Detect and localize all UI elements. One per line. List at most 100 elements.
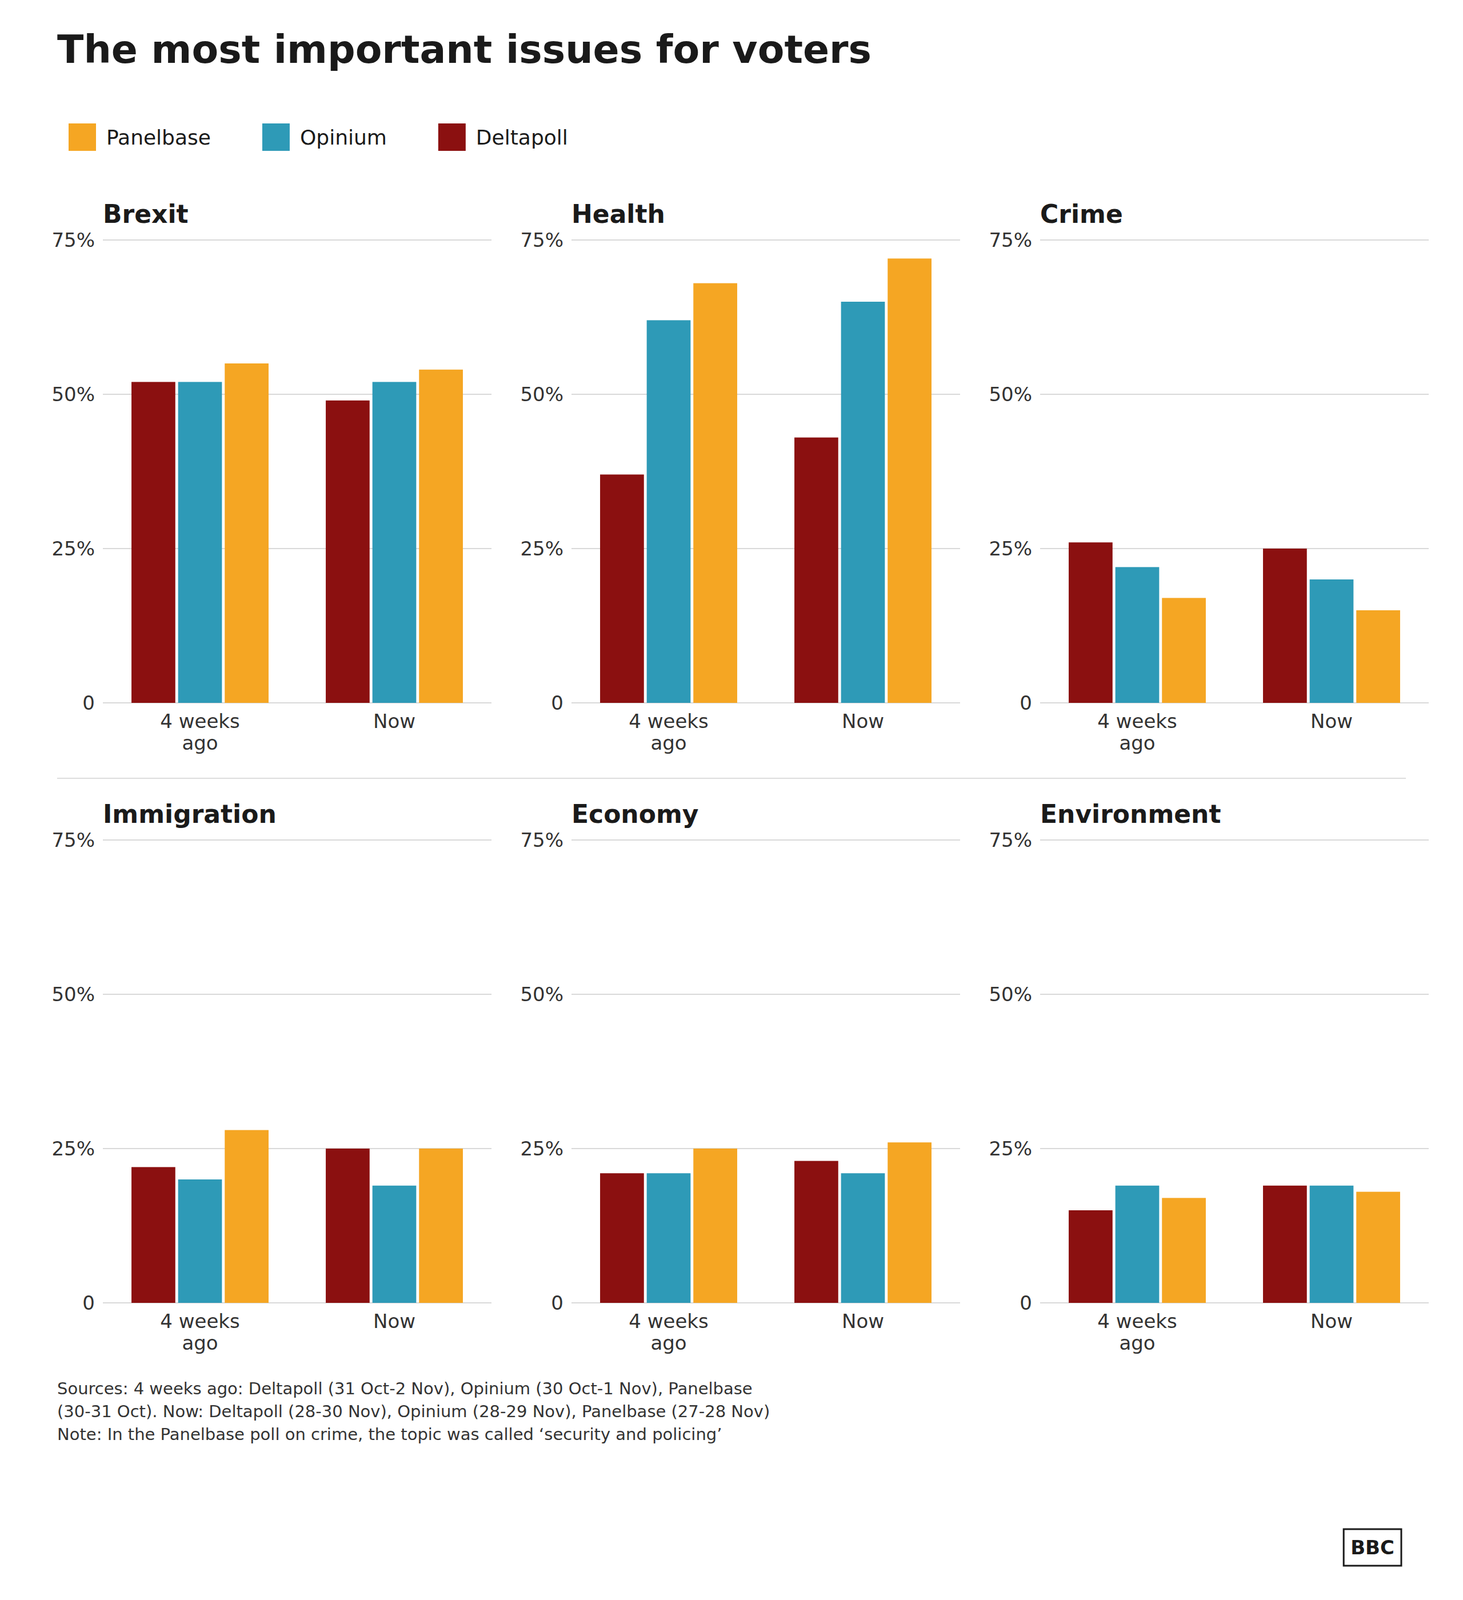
subplot: Crime025%50%75%4 weeksagoNow <box>988 199 1429 755</box>
x-tick-label-line: 4 weeks <box>1097 709 1178 733</box>
bar <box>693 1148 738 1303</box>
y-tick-label: 0 <box>550 691 564 715</box>
y-tick-label: 50% <box>988 382 1033 406</box>
grid-line <box>571 993 961 995</box>
legend-swatch <box>262 123 290 151</box>
bar <box>418 1148 463 1303</box>
bar <box>646 320 691 703</box>
y-tick-label: 25% <box>520 1137 564 1161</box>
x-tick-label-line: Now <box>841 709 885 733</box>
subplot-title: Environment <box>1040 799 1221 829</box>
x-tick-label-line: Now <box>1310 709 1353 733</box>
y-tick-label: 0 <box>550 1291 564 1315</box>
bar <box>1309 579 1354 703</box>
bar <box>1356 1192 1401 1303</box>
subplot: Brexit025%50%75%4 weeksagoNow <box>51 199 492 755</box>
y-tick-label: 75% <box>520 228 564 252</box>
subplot-title: Crime <box>1040 199 1123 229</box>
y-tick-label: 25% <box>51 1137 95 1161</box>
x-tick-label: Now <box>1310 709 1353 733</box>
y-tick-label: 75% <box>51 228 95 252</box>
bars <box>1068 542 1401 703</box>
subplot: Environment025%50%75%4 weeksagoNow <box>988 799 1429 1355</box>
x-tick-label-line: ago <box>181 1331 218 1355</box>
x-tick-label: 4 weeksago <box>160 709 241 755</box>
x-tick-label-line: ago <box>181 731 218 755</box>
y-tick-label: 25% <box>988 537 1033 561</box>
grid-line <box>1040 1148 1429 1150</box>
bar <box>841 301 886 703</box>
grid-line <box>1040 993 1429 995</box>
y-tick-label: 0 <box>1019 691 1033 715</box>
bar <box>1161 1197 1206 1303</box>
bbc-frame <box>1343 1529 1402 1566</box>
bar <box>1161 597 1206 703</box>
subplot: Immigration 0 25% 50% 75% 4 weeksago Now <box>51 799 492 1355</box>
bar <box>841 1173 886 1303</box>
legend-swatch <box>68 123 97 151</box>
bar <box>693 283 738 703</box>
bar <box>1115 1185 1160 1303</box>
y-tick-label: 0 <box>82 1291 95 1315</box>
subplot-title: Health <box>571 199 666 229</box>
grid-line <box>571 239 961 241</box>
grid-line <box>1040 393 1429 395</box>
bar <box>600 1173 645 1303</box>
x-tick-label: Now <box>373 1309 416 1333</box>
bar <box>1262 548 1307 703</box>
bars <box>600 1142 932 1303</box>
source-note-line: (30-31 Oct). Now: Deltapoll (28-30 Nov),… <box>57 1401 770 1422</box>
x-tick-label-line: ago <box>1118 731 1155 755</box>
bar <box>646 1173 691 1303</box>
y-tick-label: 50% <box>51 982 95 1006</box>
x-tick-label-line: ago <box>1118 1331 1155 1355</box>
subplot: Health025%50%75%4 weeksagoNow <box>520 199 961 755</box>
bar <box>325 1148 370 1303</box>
bars <box>131 363 463 703</box>
y-tick-label: 50% <box>520 382 564 406</box>
bar <box>224 1130 269 1303</box>
y-tick-label: 75% <box>520 828 564 852</box>
x-tick-label-line: Now <box>1310 1309 1353 1333</box>
chart-canvas: The most important issues for votersPane… <box>0 0 1463 1600</box>
legend-item: Panelbase <box>68 123 211 151</box>
y-tick-label: 25% <box>51 537 95 561</box>
subplot: Economy025%50%75%4 weeksagoNow <box>520 799 961 1355</box>
background <box>0 0 1463 1600</box>
grid-line <box>102 239 492 241</box>
bars <box>131 1130 463 1303</box>
x-tick-label: 4 weeksago <box>628 1309 709 1355</box>
bar <box>1356 610 1401 703</box>
legend-label: Opinium <box>300 125 387 150</box>
subplot-title: Immigration <box>102 799 277 829</box>
legend: PanelbaseOpiniumDeltapoll <box>68 123 569 151</box>
bar <box>1309 1185 1354 1303</box>
x-tick-label-line: ago <box>650 731 687 755</box>
legend-item: Opinium <box>262 123 387 151</box>
y-tick-label: 25% <box>988 1137 1033 1161</box>
x-tick-label: 4 weeksago <box>1097 709 1178 755</box>
bar <box>131 1166 176 1303</box>
bar <box>794 437 839 703</box>
x-tick-label: Now <box>841 1309 885 1333</box>
bar <box>1068 542 1113 703</box>
y-tick-label: 75% <box>51 828 95 852</box>
y-tick-label: 50% <box>988 982 1033 1006</box>
bar <box>178 1179 223 1303</box>
bar <box>418 369 463 703</box>
y-tick-label: 50% <box>520 982 564 1006</box>
bar <box>178 381 223 703</box>
source-note-line: Note: In the Panelbase poll on crime, th… <box>57 1424 722 1445</box>
x-tick-label-line: 4 weeks <box>628 1309 709 1333</box>
legend-swatch <box>438 123 466 151</box>
x-tick-label: 4 weeksago <box>160 1309 241 1355</box>
grid-line <box>102 993 492 995</box>
x-tick-label-line: 4 weeks <box>1097 1309 1178 1333</box>
bars <box>1068 1185 1401 1303</box>
x-tick-label: Now <box>373 709 416 733</box>
bar <box>887 1142 932 1303</box>
x-tick-label-line: 4 weeks <box>160 709 241 733</box>
x-tick-label-line: 4 weeks <box>160 1309 241 1333</box>
legend-label: Panelbase <box>106 125 211 150</box>
x-tick-label: 4 weeksago <box>628 709 709 755</box>
